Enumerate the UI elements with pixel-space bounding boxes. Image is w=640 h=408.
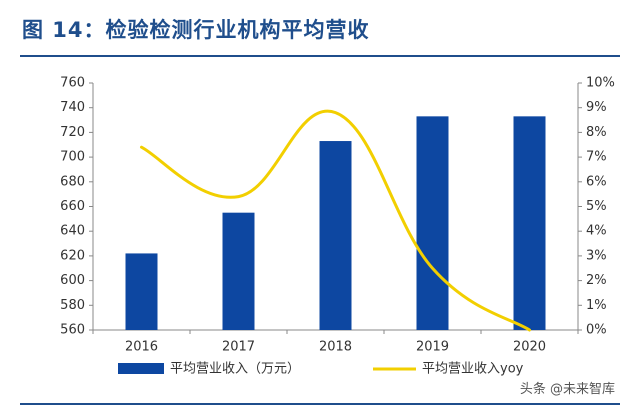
left-tick-label: 560 xyxy=(60,323,85,338)
left-tick-label: 720 xyxy=(60,125,85,140)
title-rule xyxy=(20,55,620,57)
bottom-rule xyxy=(20,403,620,405)
right-tick-label: 3% xyxy=(586,248,607,263)
bar xyxy=(513,116,546,330)
right-tick-label: 2% xyxy=(586,273,607,288)
watermark: 头条 @未来智库 xyxy=(516,377,618,398)
left-tick-label: 680 xyxy=(60,174,85,189)
chart-title: 图 14：检验检测行业机构平均营收 xyxy=(22,18,370,42)
left-tick-label: 640 xyxy=(60,224,85,239)
legend-swatch-bars xyxy=(118,363,164,374)
left-tick-label: 620 xyxy=(60,248,85,263)
right-tick-label: 1% xyxy=(586,298,607,313)
right-tick-label: 5% xyxy=(586,199,607,214)
bar xyxy=(319,141,352,330)
bar xyxy=(125,253,158,330)
left-tick-label: 600 xyxy=(60,273,85,288)
right-tick-label: 10% xyxy=(586,76,615,91)
left-tick-label: 660 xyxy=(60,199,85,214)
left-tick-label: 740 xyxy=(60,100,85,115)
x-tick-label: 2016 xyxy=(125,340,158,355)
yoy-line xyxy=(140,109,531,332)
x-tick-label: 2020 xyxy=(513,340,546,355)
left-tick-label: 580 xyxy=(60,298,85,313)
x-tick-label: 2018 xyxy=(319,340,352,355)
x-tick-label: 2017 xyxy=(222,340,255,355)
legend-label-line: 平均营业收入yoy xyxy=(422,362,524,377)
bar xyxy=(416,116,449,330)
legend-label-bars: 平均营业收入（万元） xyxy=(170,362,300,377)
left-tick-label: 700 xyxy=(60,150,85,165)
right-tick-label: 0% xyxy=(586,323,607,338)
right-tick-label: 6% xyxy=(586,174,607,189)
bar xyxy=(222,212,255,330)
right-tick-label: 4% xyxy=(586,224,607,239)
right-tick-label: 7% xyxy=(586,150,607,165)
right-tick-label: 8% xyxy=(586,125,607,140)
right-tick-label: 9% xyxy=(586,100,607,115)
x-tick-label: 2019 xyxy=(416,340,449,355)
left-tick-label: 760 xyxy=(60,76,85,91)
